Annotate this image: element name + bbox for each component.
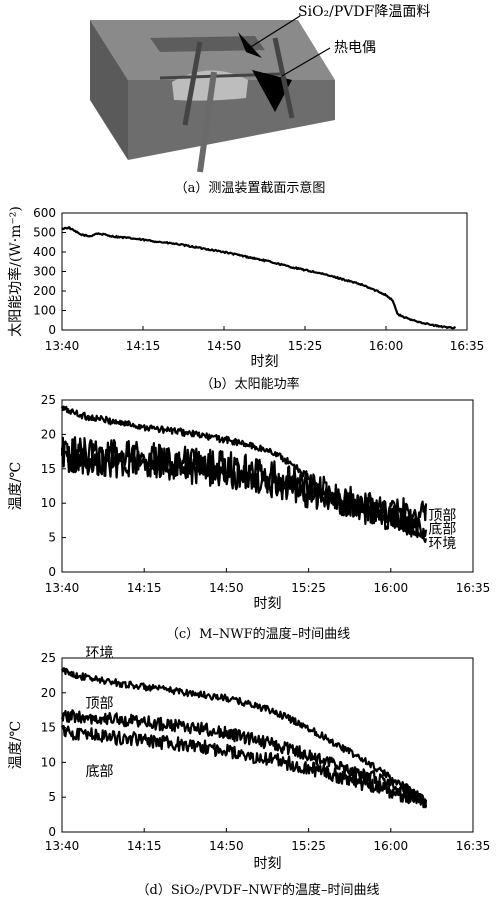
y-tick-label: 500 (33, 226, 56, 240)
y-tick-label: 5 (48, 790, 56, 804)
series-label: 环境 (428, 536, 456, 552)
plot-frame (61, 212, 468, 331)
x-tick-label: 16:00 (374, 839, 409, 853)
y-axis-label: 太阳能功率/(W·m⁻²) (7, 206, 24, 337)
thermocouple-rod-long (197, 71, 217, 173)
film-shape (238, 32, 262, 58)
x-tick-label: 13:40 (45, 581, 80, 595)
series-label: 底部 (85, 764, 113, 780)
x-tick-label: 14:15 (127, 581, 162, 595)
x-tick-label: 14:50 (209, 581, 244, 595)
x-tick-label: 16:00 (369, 339, 404, 353)
x-tick-label: 14:15 (126, 339, 161, 353)
chart-mnwf-temperature: 0 5 10 15 20 25 13:40 14:15 14:50 15:25 16:00 16:35… (8, 393, 490, 612)
caption-a: （a）测温装置截面示意图 (175, 180, 326, 196)
series-line (61, 226, 457, 330)
y-tick-label: 25 (41, 393, 56, 407)
y-tick-label: 100 (33, 304, 56, 318)
x-tick-label: 13:40 (45, 339, 80, 353)
x-tick-label: 15:25 (291, 839, 326, 853)
x-tick-label: 16:35 (450, 339, 485, 353)
y-tick-label: 600 (33, 206, 56, 220)
diagram-panel: SiO₂/PVDF降温面料 热电偶 （a）测温装置截面示意图 (90, 4, 430, 196)
chart-solar-power: 0 100 200 300 400 500 600 13:40 14:15 14:50 15:25 1… (7, 206, 484, 370)
y-tick-label: 200 (33, 284, 56, 298)
series-line-d-2 (60, 725, 428, 809)
y-tick-label: 10 (41, 496, 56, 510)
series-label: 环境 (85, 645, 113, 661)
y-tick-label: 0 (48, 323, 56, 337)
series-label: 顶部 (428, 508, 456, 524)
top-slot (150, 36, 265, 52)
plot-frame (61, 657, 474, 833)
y-tick-label: 10 (41, 755, 56, 769)
y-tick-label: 25 (41, 651, 56, 665)
y-axis-label: 温度/℃ (8, 462, 24, 510)
x-tick-label: 16:00 (374, 581, 409, 595)
box-front-face (90, 20, 128, 160)
series-line-d-1 (60, 709, 428, 808)
caption-d: （d）SiO₂/PVDF–NWF的温度–时间曲线 (137, 882, 380, 898)
x-axis-label: 时刻 (254, 856, 282, 872)
thermocouple-pointer (281, 47, 331, 77)
series-label: 顶部 (85, 696, 113, 712)
thermocouple-rod-left (182, 41, 203, 126)
x-tick-label: 13:40 (45, 839, 80, 853)
x-tick-label: 16:35 (456, 839, 491, 853)
x-tick-label: 14:50 (207, 339, 242, 353)
series-label: 底部 (428, 522, 456, 538)
series-line-d-0 (60, 667, 427, 803)
y-axis-label: 温度/℃ (8, 721, 24, 769)
series-line-c-2 (60, 447, 428, 538)
film-pointer (245, 15, 301, 51)
y-tick-label: 20 (41, 686, 56, 700)
y-tick-label: 400 (33, 245, 56, 259)
x-tick-label: 15:25 (288, 339, 323, 353)
y-tick-label: 0 (48, 565, 56, 579)
caption-c: （c）M–NWF的温度–时间曲线 (166, 626, 350, 642)
y-tick-label: 15 (41, 462, 56, 476)
x-tick-label: 16:35 (456, 581, 491, 595)
caption-b: （b）太阳能功率 (200, 376, 299, 392)
thermocouple-rod-right (272, 37, 295, 119)
thermocouple-label: 热电偶 (334, 40, 376, 56)
y-tick-label: 300 (33, 265, 56, 279)
y-tick-label: 20 (41, 427, 56, 441)
plot-frame (61, 399, 474, 573)
x-tick-label: 14:50 (209, 839, 244, 853)
film-label: SiO₂/PVDF降温面料 (298, 4, 430, 20)
y-tick-label: 0 (48, 825, 56, 839)
x-axis-label: 时刻 (251, 354, 279, 370)
chart-sio2-temperature: 0 5 10 15 20 25 13:40 14:15 14:50 15:25 16:00 16:35… (8, 645, 490, 872)
x-axis-label: 时刻 (254, 596, 282, 612)
x-tick-label: 14:15 (127, 839, 162, 853)
x-tick-label: 15:25 (291, 581, 326, 595)
y-tick-label: 15 (41, 721, 56, 735)
y-tick-label: 5 (48, 531, 56, 545)
